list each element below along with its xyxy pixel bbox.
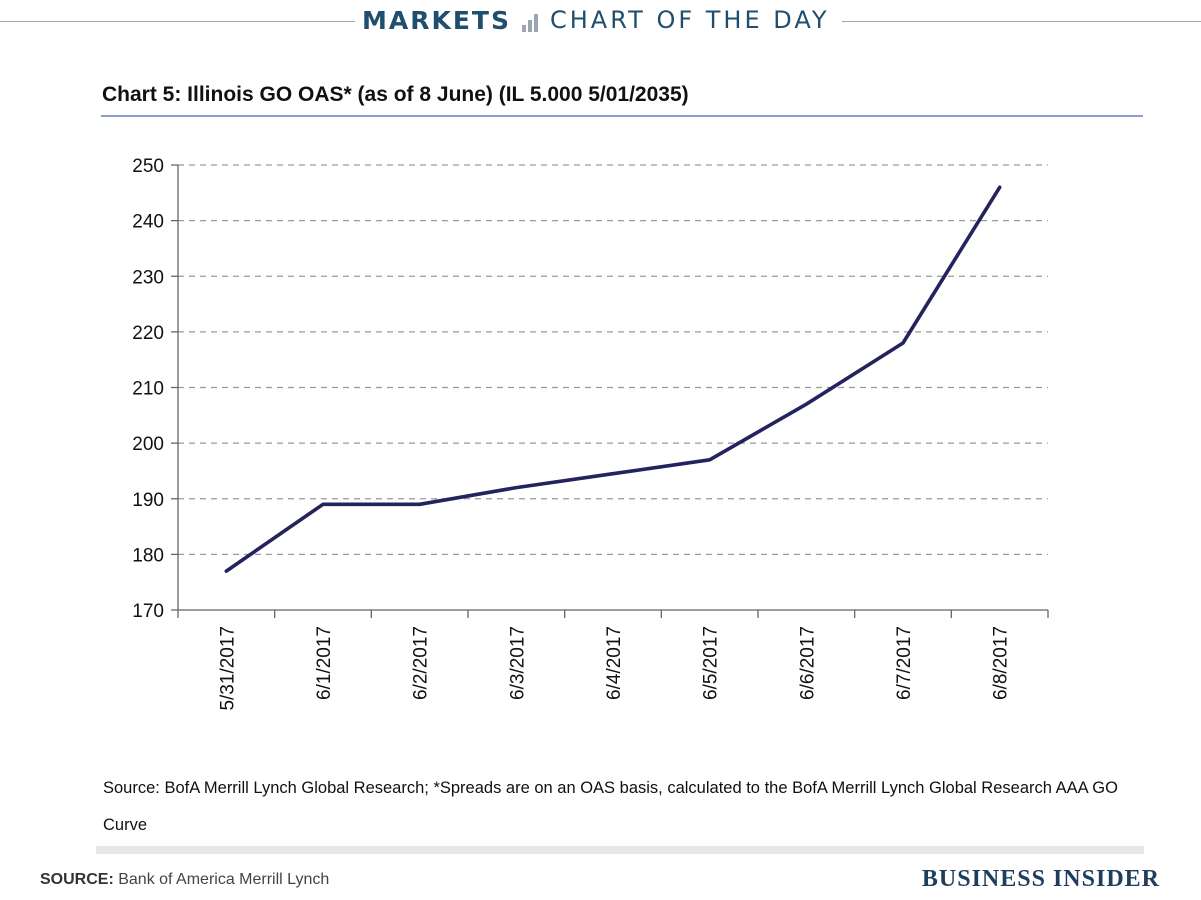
footer-source-text: Bank of America Merrill Lynch xyxy=(113,871,330,888)
y-tick-label: 220 xyxy=(132,323,164,344)
feature-label: CHART OF THE DAY xyxy=(550,6,830,34)
y-tick-label: 180 xyxy=(132,545,164,566)
header-rule-left xyxy=(0,21,355,22)
y-tick-label: 200 xyxy=(132,434,164,455)
brand-logo: BUSINESS INSIDER xyxy=(921,866,1160,892)
x-tick-label: 5/31/2017 xyxy=(217,626,238,711)
header-banner: MARKETS CHART OF THE DAY xyxy=(0,0,1201,44)
x-tick-label: 6/3/2017 xyxy=(507,626,528,700)
y-tick-label: 190 xyxy=(132,490,164,511)
y-tick-label: 210 xyxy=(132,379,164,400)
footer-source-label: SOURCE: xyxy=(40,871,114,888)
x-tick-label: 6/5/2017 xyxy=(701,626,722,700)
bar-chart-icon xyxy=(522,14,538,32)
x-tick-label: 6/4/2017 xyxy=(604,626,625,700)
header-rule-right xyxy=(842,21,1201,22)
section-label: MARKETS xyxy=(362,6,511,35)
chart-title: Chart 5: Illinois GO OAS* (as of 8 June)… xyxy=(102,83,689,106)
divider-bar xyxy=(96,846,1144,854)
title-underline xyxy=(101,115,1143,117)
chart-source-note: Source: BofA Merrill Lynch Global Resear… xyxy=(103,779,1118,834)
x-tick-label: 6/7/2017 xyxy=(894,626,915,700)
line-chart: 170 180 190 200 210 220 230 240 250 5/31/2017 6/1/… xyxy=(132,156,1049,711)
series-line xyxy=(224,185,1002,573)
x-tick-label: 6/6/2017 xyxy=(797,626,818,700)
x-tick-label: 6/1/2017 xyxy=(314,626,335,700)
y-tick-label: 230 xyxy=(132,267,164,288)
footer-source: SOURCE: Bank of America Merrill Lynch xyxy=(40,871,329,889)
y-tick-label: 240 xyxy=(132,212,164,233)
x-tick-label: 6/8/2017 xyxy=(991,626,1012,700)
y-tick-label: 170 xyxy=(132,601,164,622)
y-tick-label: 250 xyxy=(132,156,164,177)
x-tick-label: 6/2/2017 xyxy=(411,626,432,700)
